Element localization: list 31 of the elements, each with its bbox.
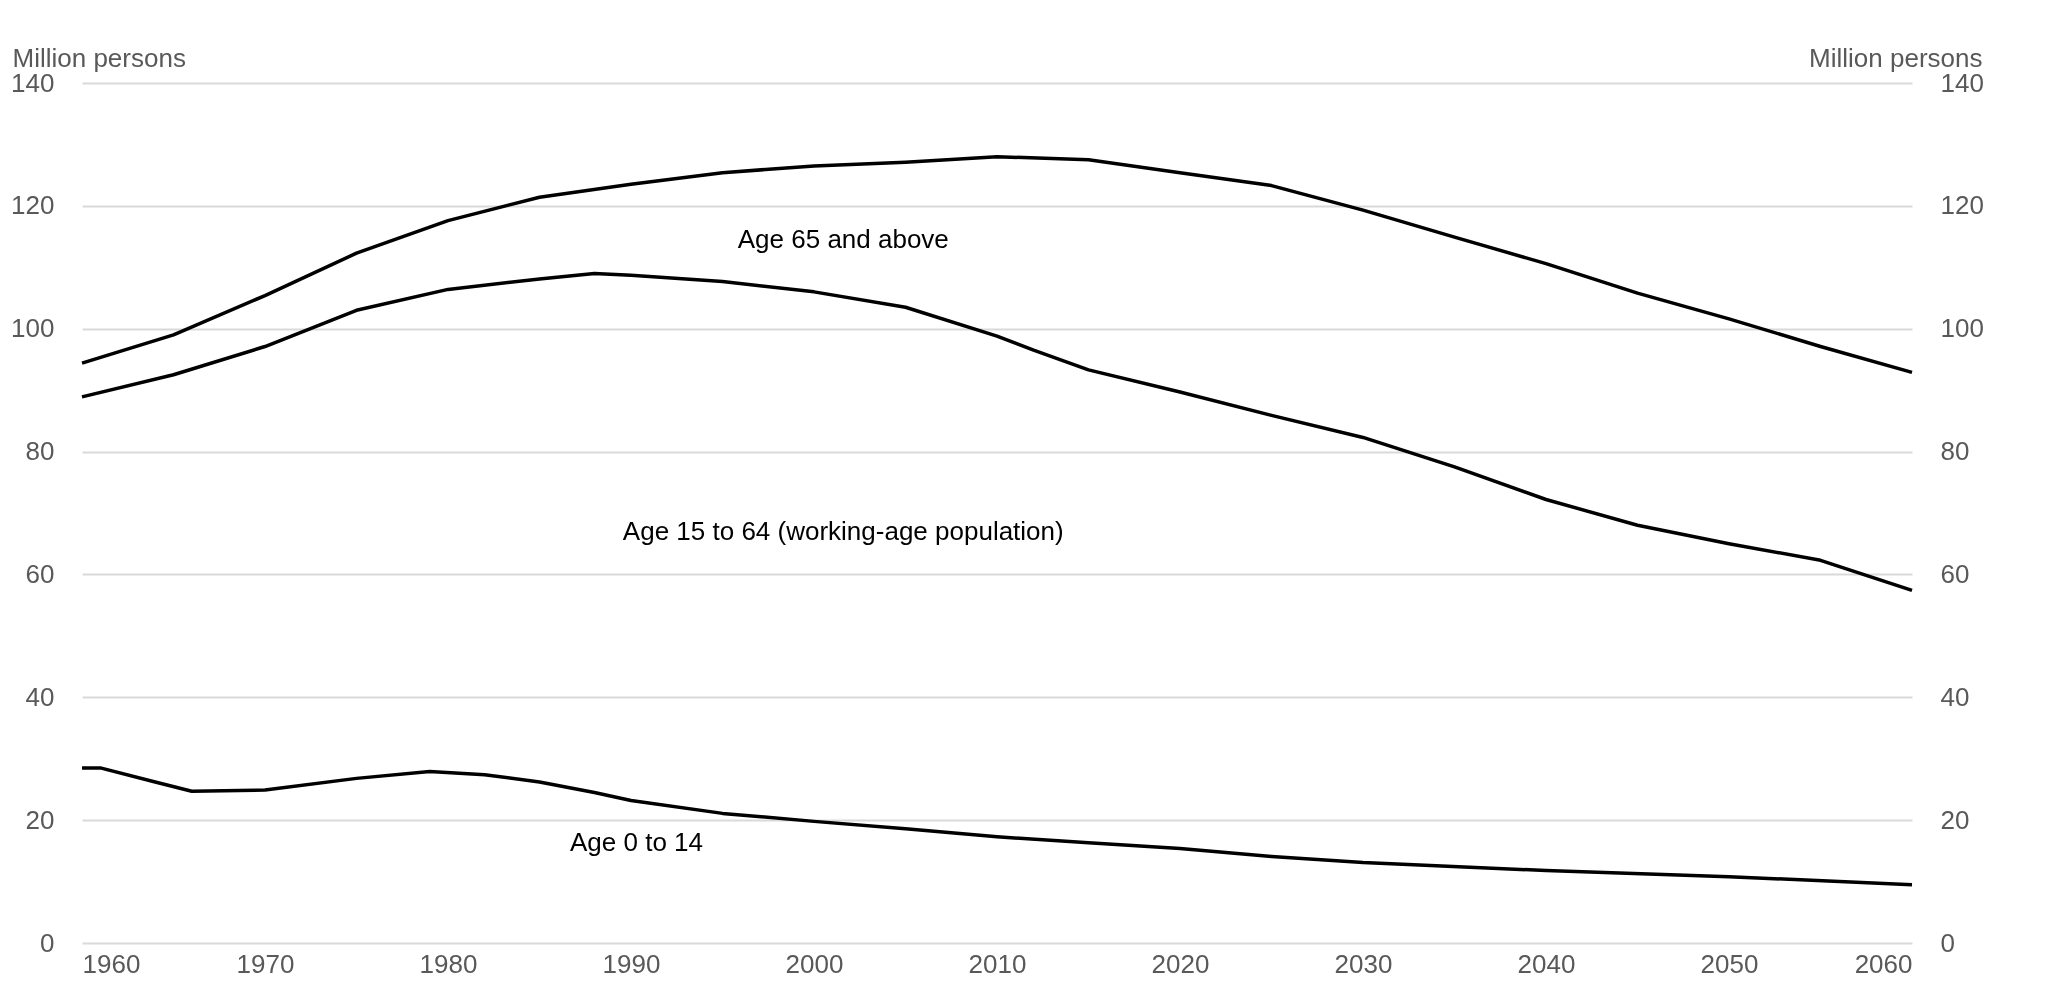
x-tick-label: 2020	[1151, 948, 1210, 979]
annotation: Age 0 to 14	[569, 827, 703, 858]
y2-tick-label: 40	[1940, 681, 1970, 712]
y-tick-label: 20	[25, 804, 55, 835]
x-tick-label: 2040	[1517, 948, 1576, 979]
y2-tick-label: 0	[1940, 927, 1955, 958]
y-tick-label: 80	[25, 436, 55, 467]
y2-tick-label: 60	[1940, 558, 1970, 589]
x-tick-label: 1960	[82, 948, 141, 979]
y2-tick-label: 120	[1940, 190, 1984, 221]
x-tick-label: 1990	[602, 948, 661, 979]
y-tick-label: 100	[11, 313, 55, 344]
line-series	[80, 154, 1914, 375]
line-series	[80, 271, 1914, 593]
y2-tick-label: 80	[1940, 436, 1970, 467]
line-series	[80, 766, 1914, 887]
annotation: Age 15 to 64 (working-age population)	[622, 515, 1064, 546]
x-tick-label: 1980	[419, 948, 478, 979]
y-tick-label: 60	[25, 558, 55, 589]
x-tick-label: 2000	[785, 948, 844, 979]
x-tick-label: 2050	[1700, 948, 1759, 979]
y2-tick-label: 20	[1940, 804, 1970, 835]
y-tick-label: 0	[40, 927, 55, 958]
y2-tick-label: 100	[1940, 313, 1984, 344]
y-tick-label: 40	[25, 681, 55, 712]
annotation: Age 65 and above	[737, 224, 949, 255]
y-tick-label: 120	[11, 190, 55, 221]
x-tick-label: 2010	[968, 948, 1027, 979]
x-tick-label: 2030	[1334, 948, 1393, 979]
x-tick-label: 2060	[1854, 948, 1913, 979]
x-tick-label: 1970	[236, 948, 295, 979]
